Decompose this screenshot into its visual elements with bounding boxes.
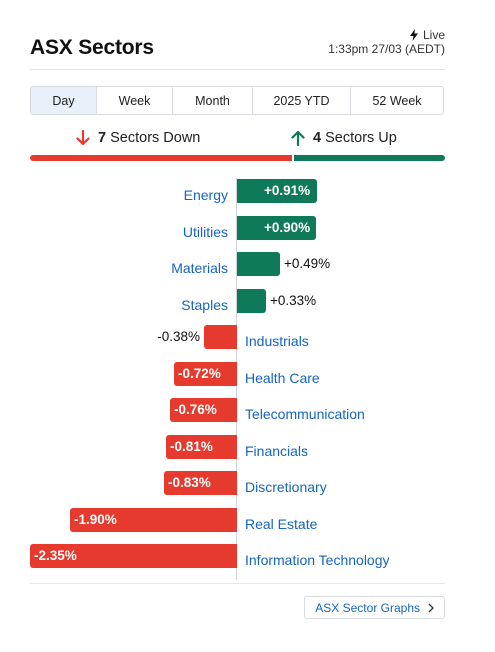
sector-bar: [204, 325, 237, 349]
tab-month[interactable]: Month: [173, 87, 253, 114]
sectors-up-summary: 4 Sectors Up: [291, 130, 397, 146]
sector-value: -1.90%: [74, 511, 117, 527]
sector-bar: [30, 544, 237, 568]
sector-bar: [237, 252, 280, 276]
period-tabs: Day Week Month 2025 YTD 52 Week: [30, 86, 444, 115]
sectors-down-summary: 7 Sectors Down: [76, 130, 200, 146]
sector-row[interactable]: +0.49% Materials: [0, 251, 495, 277]
sector-bar: [237, 215, 316, 240]
header: ASX Sectors Live 1:33pm 27/03 (AEDT): [30, 26, 445, 70]
sector-summary: 7 Sectors Down 4 Sectors Up: [30, 128, 445, 162]
sector-row[interactable]: +0.90% Utilities: [0, 215, 495, 241]
timestamp: 1:33pm 27/03 (AEDT): [328, 42, 445, 56]
sector-value: -0.72%: [178, 365, 221, 381]
sector-bar: [70, 507, 237, 532]
sector-name[interactable]: Telecommunication: [245, 406, 365, 422]
sector-name[interactable]: Materials: [171, 260, 228, 276]
live-indicator: Live: [409, 28, 445, 42]
sector-bar: [237, 179, 317, 203]
sector-row[interactable]: -0.38% Industrials: [0, 324, 495, 350]
lightning-icon: [409, 29, 418, 41]
sectors-up-count: 4: [313, 130, 322, 146]
sectors-down-label: Sectors Down: [110, 130, 201, 146]
sector-row[interactable]: -0.83% Discretionary: [0, 470, 495, 496]
page-title: ASX Sectors: [30, 36, 154, 59]
tab-week[interactable]: Week: [97, 87, 173, 114]
sector-value: +0.33%: [270, 292, 317, 308]
sector-bar: [174, 361, 237, 386]
sector-name[interactable]: Financials: [245, 442, 309, 459]
sector-value: +0.49%: [284, 256, 331, 271]
sector-row[interactable]: -0.76% Telecommunication: [0, 397, 495, 423]
sector-value: +0.91%: [264, 183, 311, 198]
tab-2025-ytd[interactable]: 2025 YTD: [253, 87, 351, 114]
sectors-up-label: Sectors Up: [325, 130, 397, 146]
sector-bar: [170, 398, 237, 422]
sectors-down-bar: [30, 155, 292, 161]
sector-value: -0.76%: [174, 402, 217, 417]
tab-day[interactable]: Day: [31, 87, 97, 114]
sector-value: -0.81%: [170, 438, 213, 454]
asx-sector-graphs-button[interactable]: ASX Sector Graphs: [304, 596, 445, 619]
sector-name[interactable]: Energy: [183, 187, 228, 203]
sector-value: -0.83%: [168, 475, 211, 490]
sector-bar: [237, 288, 266, 313]
sector-value: +0.90%: [264, 219, 311, 235]
sector-value: -2.35%: [34, 548, 77, 563]
sector-row[interactable]: -2.35% Information Technology: [0, 543, 495, 569]
sector-name[interactable]: Discretionary: [245, 479, 327, 495]
tab-52-week[interactable]: 52 Week: [372, 93, 422, 108]
arrow-down-icon: [76, 130, 90, 146]
sector-row[interactable]: +0.33% Staples: [0, 288, 495, 314]
sectors-down-count: 7: [98, 130, 107, 146]
sector-bar: [166, 434, 237, 459]
sector-row[interactable]: +0.91% Energy: [0, 178, 495, 204]
live-label: Live: [422, 28, 445, 42]
sector-name[interactable]: Health Care: [245, 369, 320, 386]
sector-bar: [164, 471, 237, 495]
sector-row[interactable]: -0.81% Financials: [0, 434, 495, 460]
sectors-up-bar: [294, 155, 445, 161]
sector-row[interactable]: -0.72% Health Care: [0, 361, 495, 387]
sector-name[interactable]: Real Estate: [245, 515, 318, 532]
asx-sector-graphs-label: ASX Sector Graphs: [315, 600, 420, 615]
sector-name[interactable]: Utilities: [182, 223, 228, 240]
sector-name[interactable]: Staples: [181, 296, 228, 313]
footer-divider: [30, 583, 445, 584]
sector-value: -0.38%: [157, 329, 200, 344]
sector-name[interactable]: Information Technology: [245, 552, 390, 568]
sector-row[interactable]: -1.90% Real Estate: [0, 507, 495, 533]
chevron-right-icon: [428, 603, 434, 612]
arrow-up-icon: [291, 130, 305, 146]
sector-name[interactable]: Industrials: [245, 333, 309, 349]
